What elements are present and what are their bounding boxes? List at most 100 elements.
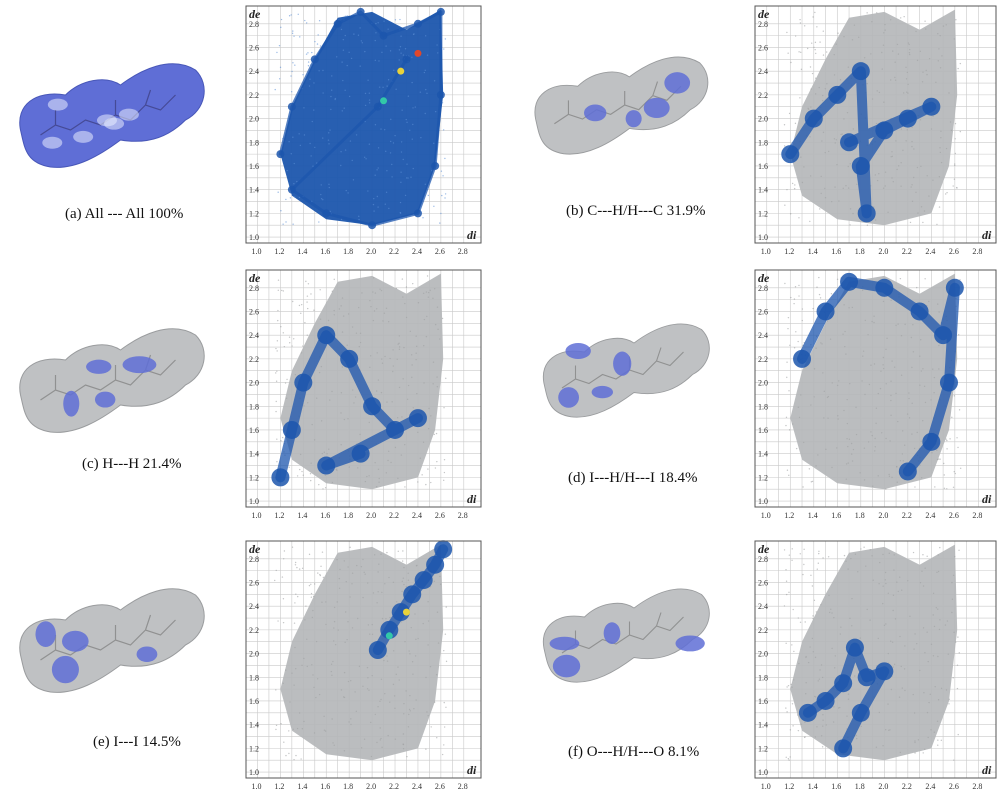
fingerprint-speck — [344, 641, 346, 644]
fingerprint-speck — [841, 133, 843, 135]
fingerprint-speck — [355, 332, 358, 334]
fingerprint-speck — [368, 143, 371, 145]
fingerprint-speck — [427, 194, 430, 197]
fingerprint-speck — [834, 667, 836, 669]
fingerprint-speck — [897, 53, 900, 55]
fingerprint-speck — [868, 383, 871, 386]
fingerprint-speck — [946, 439, 948, 442]
x-tick-label: 1.8 — [343, 782, 353, 791]
fingerprint-speck — [875, 122, 878, 125]
fingerprint-speck — [827, 150, 830, 153]
fingerprint-speck — [333, 309, 335, 312]
fingerprint-speck — [376, 352, 378, 354]
fingerprint-speck — [363, 156, 366, 159]
fingerprint-speck — [897, 323, 899, 325]
fingerprint-speck — [417, 302, 420, 304]
fingerprint-speck — [878, 173, 880, 175]
fingerprint-speck — [891, 177, 893, 179]
fingerprint-speck — [890, 19, 892, 21]
fingerprint-speck — [319, 574, 322, 577]
fingerprint-speck — [951, 598, 954, 600]
fingerprint-speck — [416, 392, 418, 395]
fingerprint-speck — [317, 34, 319, 36]
fingerprint-speck — [341, 366, 343, 368]
fingerprint-speck — [295, 668, 297, 670]
fingerprint-speck — [290, 75, 292, 77]
fingerprint-speck — [374, 124, 377, 126]
fingerprint-speck — [322, 92, 324, 94]
fingerprint-speck — [863, 479, 866, 481]
fingerprint-speck — [936, 458, 939, 461]
fingerprint-speck — [937, 303, 939, 305]
fingerprint-speck — [391, 401, 393, 403]
fingerprint-speck — [277, 279, 280, 281]
fingerprint-speck — [792, 608, 794, 611]
fingerprint-speck — [896, 43, 899, 46]
y-tick-label: 2.6 — [249, 307, 259, 316]
fingerprint-speck — [428, 407, 430, 410]
y-tick-label: 1.2 — [249, 473, 259, 482]
fingerprint-speck — [292, 62, 294, 64]
fingerprint-speck — [397, 343, 399, 345]
fingerprint-speck — [342, 315, 345, 317]
surface-shape — [19, 328, 205, 433]
fingerprint-speck — [351, 572, 354, 574]
contact-patch — [625, 110, 642, 128]
y-tick-label: 1.2 — [249, 209, 259, 218]
fingerprint-speck — [901, 453, 904, 455]
fingerprint-speck — [320, 193, 322, 196]
panel-caption: (f) O---H/H---O 8.1% — [568, 744, 700, 760]
fingerprint-speck — [415, 335, 417, 337]
fingerprint-speck — [817, 562, 820, 564]
fingerprint-speck — [382, 320, 384, 322]
y-tick-label: 2.4 — [249, 602, 259, 611]
fingerprint-speck — [843, 118, 845, 120]
fingerprint-speck — [335, 468, 338, 471]
surface-highlight — [96, 114, 117, 127]
fingerprint-speck — [303, 405, 305, 407]
fingerprint-speck — [957, 733, 959, 736]
fingerprint-speck — [890, 380, 892, 382]
fingerprint-speck — [374, 174, 376, 176]
x-tick-label: 2.2 — [902, 511, 912, 520]
fingerprint-speck — [345, 189, 347, 192]
fingerprint-speck — [313, 686, 315, 689]
fingerprint-speck — [871, 555, 873, 557]
fingerprint-speck — [876, 12, 878, 14]
x-tick-label: 2.0 — [878, 247, 888, 256]
fingerprint-speck — [412, 33, 415, 36]
fingerprint-speck — [849, 382, 851, 385]
y-tick-label: 1.8 — [758, 402, 768, 411]
fingerprint-speck — [935, 81, 937, 84]
fingerprint-speck — [793, 679, 795, 681]
fingerprint-speck — [392, 581, 395, 584]
fingerprint-speck — [366, 475, 368, 478]
fingerprint-speck — [392, 349, 394, 351]
fingerprint-speck — [283, 550, 286, 552]
fingerprint-speck — [819, 41, 821, 43]
fingerprint-speck — [928, 57, 931, 60]
fingerprint-speck — [373, 554, 376, 556]
fingerprint-speck — [847, 698, 850, 700]
y-tick-label: 2.6 — [249, 43, 259, 52]
fingerprint-speck — [905, 66, 907, 69]
y-axis-label: de — [758, 7, 770, 21]
plot-frame — [245, 269, 482, 508]
fingerprint-speck — [290, 14, 292, 16]
x-tick-label: 1.0 — [251, 511, 261, 520]
fingerprint-speck — [425, 291, 428, 293]
y-tick-label: 1.0 — [249, 768, 259, 777]
fingerprint-speck — [371, 623, 373, 626]
fingerprint-speck — [427, 296, 430, 298]
fingerprint-speck — [422, 292, 425, 295]
fingerprint-speck — [952, 677, 954, 679]
fingerprint-speck — [928, 701, 930, 704]
fingerprint-speck — [303, 720, 305, 723]
fingerprint-speck — [276, 340, 279, 342]
fingerprint-speck — [793, 347, 796, 349]
fingerprint-speck — [398, 346, 401, 348]
fingerprint-speck — [899, 460, 902, 462]
fingerprint-speck — [847, 445, 849, 448]
fingerprint-speck — [940, 137, 942, 139]
fingerprint-speck — [398, 335, 401, 337]
